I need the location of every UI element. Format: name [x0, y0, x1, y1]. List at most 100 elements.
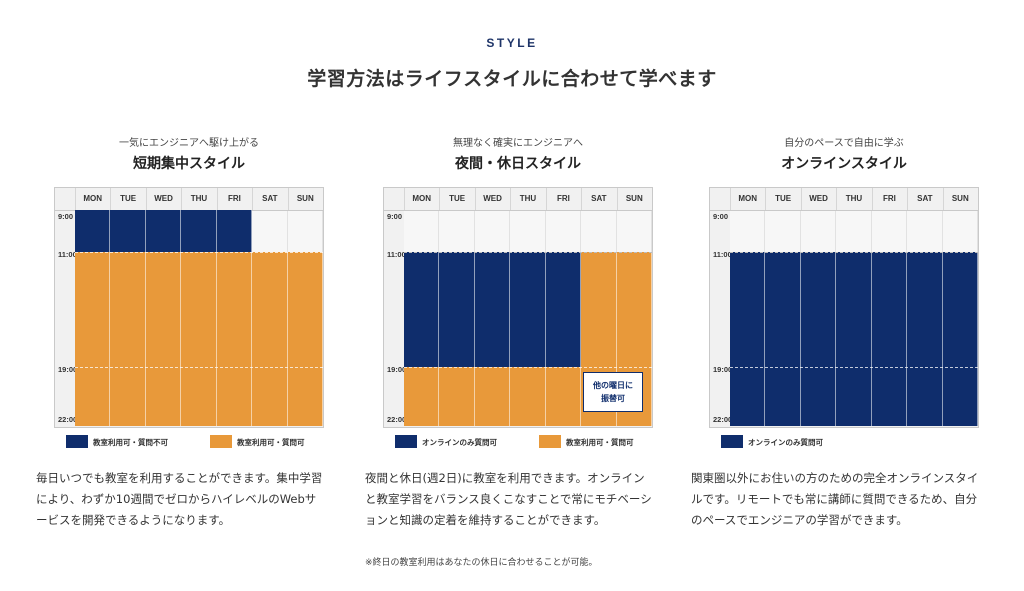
legend-label: 教室利用可・質問不可 — [93, 438, 168, 447]
schedule-block-orange — [75, 252, 111, 426]
day-header-sun: SUN — [296, 194, 314, 203]
header-divider — [216, 188, 218, 210]
schedule-block-orange — [404, 367, 440, 426]
schedule-block-orange — [287, 252, 323, 426]
header-divider — [404, 188, 405, 210]
day-header-fri: FRI — [556, 194, 570, 203]
schedule-block-navy — [871, 252, 908, 426]
time-guide-line — [75, 367, 323, 368]
header-rule — [384, 210, 652, 211]
header-divider — [145, 188, 147, 210]
schedule-block-navy — [181, 210, 217, 252]
day-header-thu: THU — [519, 194, 537, 203]
schedule-block-navy — [730, 252, 766, 426]
time-guide-line — [404, 367, 652, 368]
schedule-block-orange — [110, 252, 146, 426]
schedule-block-navy — [942, 252, 978, 426]
day-header-thu: THU — [845, 194, 863, 203]
day-header-tue: TUE — [120, 194, 137, 203]
day-header-sat: SAT — [591, 194, 607, 203]
legend-swatch-navy — [721, 435, 743, 448]
schedule-block-navy — [907, 252, 943, 426]
header-divider — [510, 188, 512, 210]
header-divider — [252, 188, 254, 210]
header-divider — [730, 188, 731, 210]
style-note: ※終日の教室利用はあなたの休日に合わせることが可能。 — [365, 558, 598, 568]
schedule-legend: オンラインのみ質問可 — [709, 435, 979, 451]
time-label: 9:00 — [387, 212, 403, 221]
day-header-wed: WED — [809, 194, 828, 203]
schedule-block-navy — [75, 210, 111, 252]
header-divider — [181, 188, 183, 210]
legend-swatch-navy — [66, 435, 88, 448]
day-header-sun: SUN — [625, 194, 643, 203]
schedule-block-orange — [545, 367, 582, 426]
style-title: オンラインスタイル — [781, 156, 907, 172]
header-divider — [474, 188, 476, 210]
schedule-block-navy — [216, 210, 253, 252]
style-subtitle: 一気にエンジニアへ駆け上がる — [119, 138, 259, 149]
schedule-block-orange — [252, 252, 288, 426]
header-divider — [75, 188, 76, 210]
time-label: 19:00 — [58, 365, 78, 374]
time-label: 9:00 — [58, 212, 74, 221]
time-label: 9:00 — [713, 212, 729, 221]
schedule-block-navy — [439, 252, 475, 367]
header-divider — [871, 188, 873, 210]
header-divider — [287, 188, 289, 210]
style-subtitle: 無理なく確実にエンジニアへ — [453, 138, 583, 149]
schedule-block-navy — [545, 252, 582, 367]
day-header-mon: MON — [738, 194, 758, 203]
style-subtitle: 自分のペースで自由に学ぶ — [784, 138, 904, 149]
day-header-wed: WED — [154, 194, 173, 203]
time-guide-line — [404, 252, 652, 253]
header-divider — [581, 188, 583, 210]
legend-label: オンラインのみ質問可 — [422, 438, 497, 447]
time-guide-line — [730, 367, 978, 368]
reschedule-callout: 他の曜日に 振替可 — [583, 372, 643, 412]
legend-label: 教室利用可・質問可 — [237, 438, 305, 447]
style-description: 夜間と休日(週2日)に教室を利用できます。オンラインと教室学習をバランス良くこな… — [365, 471, 652, 527]
day-header-tue: TUE — [449, 194, 466, 203]
header-divider — [545, 188, 547, 210]
header-divider — [765, 188, 767, 210]
schedule-legend: オンラインのみ質問可 教室利用可・質問可 — [383, 435, 653, 451]
weekly-schedule: MON TUE WED THU FRI SAT SUN 9:00 11:00 19:00 22:00 — [54, 187, 324, 428]
schedule-block-navy — [800, 252, 837, 426]
schedule-block-orange — [474, 367, 511, 426]
style-description: 毎日いつでも教室を利用することができます。集中学習により、わずか10週間でゼロか… — [36, 471, 323, 527]
time-label: 11:00 — [713, 250, 732, 259]
header-divider — [942, 188, 944, 210]
header-divider — [836, 188, 838, 210]
time-label: 19:00 — [713, 365, 733, 374]
schedule-block-orange — [510, 367, 546, 426]
time-label: 22:00 — [387, 415, 407, 424]
schedule-legend: 教室利用可・質問不可 教室利用可・質問可 — [54, 435, 324, 451]
day-header-wed: WED — [483, 194, 502, 203]
schedule-block-navy — [765, 252, 801, 426]
schedule-block-navy — [145, 210, 182, 252]
legend-swatch-orange — [210, 435, 232, 448]
schedule-block-navy — [474, 252, 511, 367]
schedule-block-navy — [836, 252, 872, 426]
time-label: 22:00 — [58, 415, 78, 424]
time-label: 19:00 — [387, 365, 407, 374]
schedule-block-orange — [145, 252, 182, 426]
schedule-block-orange — [181, 252, 217, 426]
style-description: 関東圏以外にお住いの方のための完全オンラインスタイルです。リモートでも常に講師に… — [691, 471, 979, 527]
section-kicker: STYLE — [486, 36, 538, 50]
time-label: 11:00 — [387, 250, 406, 259]
header-divider — [110, 188, 112, 210]
schedule-block-navy — [404, 252, 440, 367]
day-header-sun: SUN — [951, 194, 969, 203]
day-header-sat: SAT — [262, 194, 278, 203]
header-rule — [710, 210, 978, 211]
style-title: 短期集中スタイル — [133, 156, 245, 172]
schedule-block-navy — [110, 210, 146, 252]
day-header-thu: THU — [190, 194, 208, 203]
header-divider — [800, 188, 802, 210]
day-header-tue: TUE — [775, 194, 792, 203]
section-title: 学習方法はライフスタイルに合わせて学べます — [307, 68, 717, 90]
header-divider — [439, 188, 441, 210]
schedule-block-orange — [216, 252, 253, 426]
